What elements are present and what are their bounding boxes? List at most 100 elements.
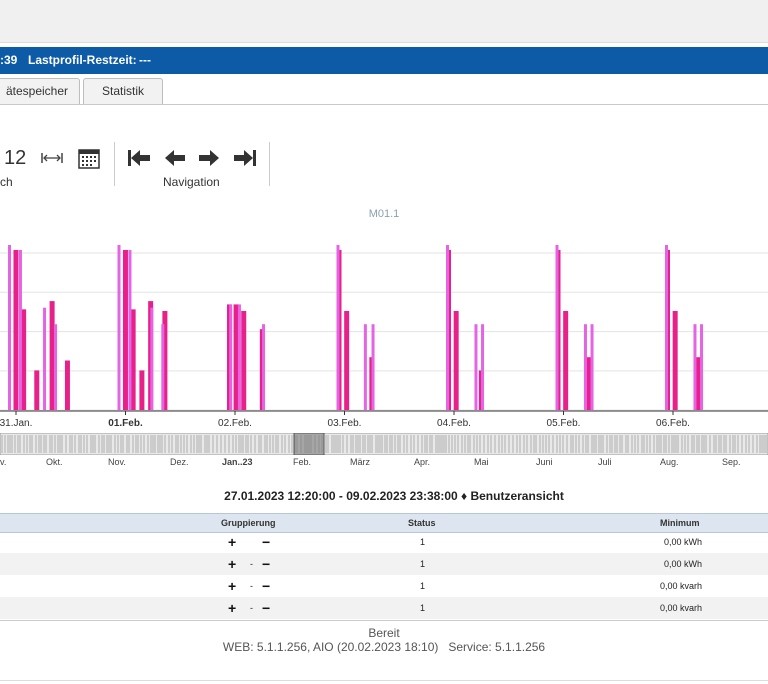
last-page-icon[interactable] bbox=[232, 146, 258, 170]
row-status: 1 bbox=[420, 603, 426, 613]
chart-bar[interactable] bbox=[336, 245, 340, 410]
collapse-minus-button[interactable]: − bbox=[262, 556, 271, 572]
status-footer: Bereit WEB: 5.1.1.256, AIO (20.02.2023 1… bbox=[0, 620, 768, 654]
chart-bar[interactable] bbox=[241, 311, 247, 410]
expand-plus-button[interactable]: + bbox=[228, 600, 237, 616]
separator-dot: - bbox=[250, 559, 253, 569]
table-header: Gruppierung Status Minimum bbox=[0, 513, 768, 533]
chart-bar[interactable] bbox=[474, 324, 478, 410]
navigator-label: März bbox=[350, 457, 370, 467]
chart-bar[interactable] bbox=[117, 245, 121, 410]
navigator-selection-handle[interactable] bbox=[293, 433, 325, 455]
navigator-label: Mai bbox=[474, 457, 489, 467]
navigator-month-labels: v. Okt. Nov. Dez. Jan..23 Feb. März Apr. Mai Juni… bbox=[0, 457, 768, 469]
lastprofil-label: Lastprofil-Restzeit: bbox=[28, 53, 137, 67]
chart-bar[interactable] bbox=[13, 249, 19, 410]
chart-bar[interactable] bbox=[21, 309, 27, 410]
table-row: + - − 1 0,00 kvarh bbox=[0, 597, 768, 619]
range-navigator[interactable] bbox=[0, 433, 768, 455]
chart-bar[interactable] bbox=[586, 357, 592, 410]
chart-bar[interactable] bbox=[665, 245, 668, 410]
chart-bar[interactable] bbox=[18, 249, 22, 410]
chart-bar[interactable] bbox=[139, 370, 145, 410]
header-minimum: Minimum bbox=[660, 518, 700, 528]
chart-bar[interactable] bbox=[233, 304, 239, 410]
bottom-divider bbox=[0, 680, 768, 681]
chart-bar[interactable] bbox=[262, 324, 266, 410]
chart-bar[interactable] bbox=[583, 324, 587, 410]
chart-bar[interactable] bbox=[590, 324, 594, 410]
chart-bar[interactable] bbox=[563, 311, 569, 410]
toolbar-divider bbox=[269, 142, 270, 186]
fit-width-icon[interactable] bbox=[40, 146, 64, 170]
navigator-label: Okt. bbox=[46, 457, 63, 467]
chart-bar[interactable] bbox=[34, 370, 40, 410]
chart-bar[interactable] bbox=[43, 307, 47, 410]
chart-bar[interactable] bbox=[672, 311, 678, 410]
collapse-minus-button[interactable]: − bbox=[262, 578, 271, 594]
lastprofil-value: --- bbox=[139, 53, 151, 67]
chart-bar[interactable] bbox=[695, 357, 701, 410]
x-tick-label: 03.Feb. bbox=[328, 418, 362, 429]
toolbar-group-label: ch bbox=[0, 175, 13, 189]
chart-bar[interactable] bbox=[122, 249, 128, 410]
calendar-icon[interactable] bbox=[77, 146, 101, 170]
tab-statistik[interactable]: Statistik bbox=[83, 78, 163, 104]
first-page-icon[interactable] bbox=[126, 146, 152, 170]
chart-bar[interactable] bbox=[130, 309, 136, 410]
row-minimum: 0,00 kWh bbox=[664, 559, 703, 569]
load-profile-chart[interactable]: 31.Jan. 01.Feb. 02.Feb. 03.Feb. 04.Feb. 05.Fe… bbox=[0, 225, 768, 430]
separator-dot: - bbox=[250, 581, 253, 591]
chart-bar[interactable] bbox=[693, 324, 697, 410]
navigator-label: Dez. bbox=[170, 457, 189, 467]
header-gruppierung: Gruppierung bbox=[221, 518, 276, 528]
table-row: + − 1 0,00 kWh bbox=[0, 531, 768, 553]
x-tick-label: 05.Feb. bbox=[547, 418, 581, 429]
navigator-label: Nov. bbox=[108, 457, 126, 467]
version-info: WEB: 5.1.1.256, AIO (20.02.2023 18:10) S… bbox=[222, 640, 546, 654]
collapse-minus-button[interactable]: − bbox=[262, 600, 271, 616]
collapse-minus-button[interactable]: − bbox=[262, 534, 271, 550]
expand-plus-button[interactable]: + bbox=[228, 534, 237, 550]
status-text: Bereit bbox=[368, 626, 400, 640]
chart-bar[interactable] bbox=[8, 245, 11, 410]
x-tick-label: 06.Feb. bbox=[656, 418, 690, 429]
chart-bar[interactable] bbox=[162, 311, 168, 410]
chart-bar[interactable] bbox=[446, 245, 449, 410]
chart-bar[interactable] bbox=[64, 360, 70, 411]
hours-selector[interactable]: 12 bbox=[4, 146, 27, 169]
table-row: + - − 1 0,00 kWh bbox=[0, 553, 768, 575]
navigator-label: Aug. bbox=[660, 457, 679, 467]
chart-bar[interactable] bbox=[371, 324, 375, 410]
tab-geraetespeicher[interactable]: ätespeicher bbox=[0, 78, 80, 104]
chart-bar[interactable] bbox=[700, 324, 704, 410]
row-minimum: 0,00 kWh bbox=[664, 537, 703, 547]
row-status: 1 bbox=[420, 537, 426, 547]
navigator-label: Jan..23 bbox=[222, 457, 253, 467]
navigator-label: Juni bbox=[536, 457, 553, 467]
chart-bar[interactable] bbox=[237, 304, 241, 410]
expand-plus-button[interactable]: + bbox=[228, 578, 237, 594]
chart-bar[interactable] bbox=[161, 324, 165, 410]
table-row: + - − 1 0,00 kvarh bbox=[0, 575, 768, 597]
expand-plus-button[interactable]: + bbox=[228, 556, 237, 572]
chart-bar[interactable] bbox=[363, 324, 367, 410]
navigator-label: Sep. bbox=[722, 457, 741, 467]
x-tick-label: 02.Feb. bbox=[218, 418, 252, 429]
next-icon[interactable] bbox=[197, 146, 221, 170]
chart-bar[interactable] bbox=[150, 307, 154, 410]
previous-icon[interactable] bbox=[163, 146, 187, 170]
chart-bar[interactable] bbox=[481, 324, 485, 410]
chart-toolbar: 12 ch Navigation bbox=[0, 140, 768, 190]
chart-bar[interactable] bbox=[453, 311, 459, 410]
chart-bar[interactable] bbox=[128, 249, 132, 410]
header-status: Status bbox=[408, 518, 436, 528]
chart-bar[interactable] bbox=[229, 304, 233, 410]
chart-bar[interactable] bbox=[555, 245, 559, 410]
time-remaining: :39 bbox=[0, 53, 18, 67]
row-minimum: 0,00 kvarh bbox=[660, 603, 703, 613]
x-tick-label: 04.Feb. bbox=[437, 418, 471, 429]
chart-bar[interactable] bbox=[344, 311, 350, 410]
chart-bar[interactable] bbox=[49, 301, 55, 410]
chart-bar[interactable] bbox=[53, 324, 57, 410]
